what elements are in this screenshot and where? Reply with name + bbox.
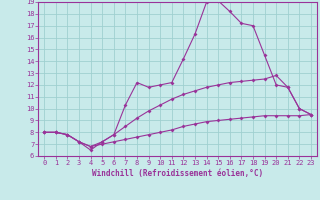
- X-axis label: Windchill (Refroidissement éolien,°C): Windchill (Refroidissement éolien,°C): [92, 169, 263, 178]
